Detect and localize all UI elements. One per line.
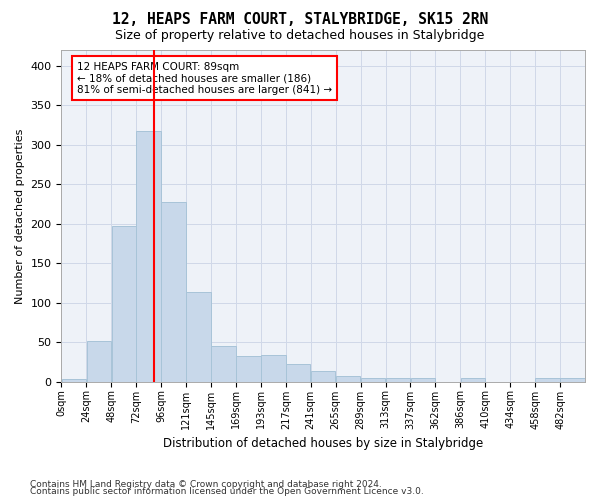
Bar — [136, 132, 161, 382]
Bar — [386, 378, 410, 382]
Text: Contains public sector information licensed under the Open Government Licence v3: Contains public sector information licen… — [30, 487, 424, 496]
Bar — [211, 346, 236, 382]
Bar — [187, 292, 211, 382]
Bar — [62, 380, 86, 382]
Bar — [161, 202, 186, 382]
Bar — [361, 378, 385, 382]
Bar — [411, 378, 435, 382]
Bar — [86, 342, 111, 382]
Bar — [311, 372, 335, 382]
X-axis label: Distribution of detached houses by size in Stalybridge: Distribution of detached houses by size … — [163, 437, 484, 450]
Bar — [112, 226, 136, 382]
Bar — [535, 378, 560, 382]
Bar — [336, 376, 361, 382]
Bar — [560, 378, 585, 382]
Text: Size of property relative to detached houses in Stalybridge: Size of property relative to detached ho… — [115, 29, 485, 42]
Text: 12, HEAPS FARM COURT, STALYBRIDGE, SK15 2RN: 12, HEAPS FARM COURT, STALYBRIDGE, SK15 … — [112, 12, 488, 28]
Bar — [236, 356, 260, 382]
Bar — [461, 378, 485, 382]
Text: Contains HM Land Registry data © Crown copyright and database right 2024.: Contains HM Land Registry data © Crown c… — [30, 480, 382, 489]
Bar — [286, 364, 310, 382]
Text: 12 HEAPS FARM COURT: 89sqm
← 18% of detached houses are smaller (186)
81% of sem: 12 HEAPS FARM COURT: 89sqm ← 18% of deta… — [77, 62, 332, 95]
Y-axis label: Number of detached properties: Number of detached properties — [15, 128, 25, 304]
Bar — [261, 355, 286, 382]
